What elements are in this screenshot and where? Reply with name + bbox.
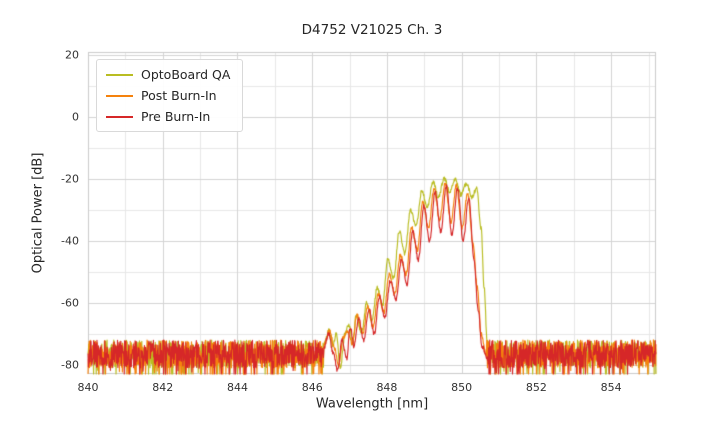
spectrum-plot-canvas [0, 0, 720, 432]
figure: D4752 V21025 Ch. 3 Wavelength [nm] Optic… [0, 0, 720, 432]
